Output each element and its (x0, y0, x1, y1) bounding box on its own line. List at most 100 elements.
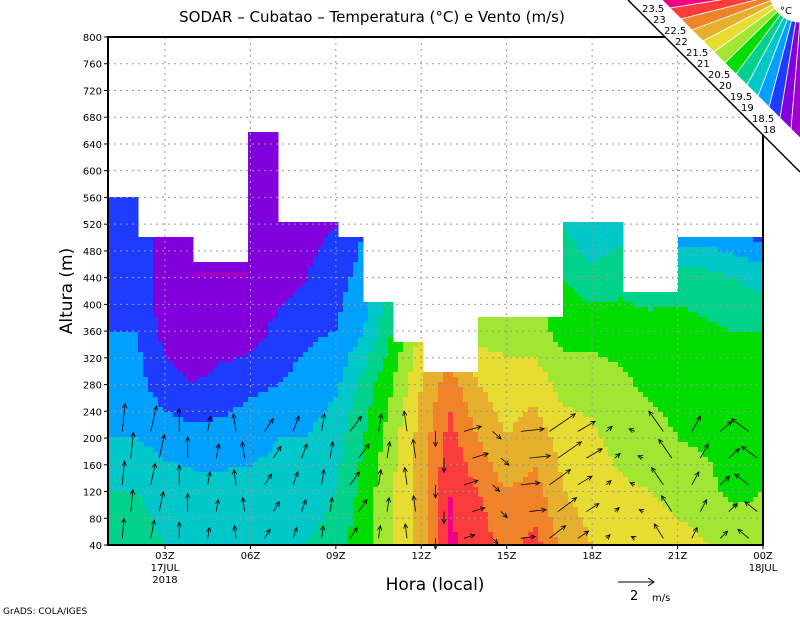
heatmap-cell (263, 417, 269, 423)
heatmap-cell (468, 407, 474, 413)
heatmap-cell (523, 512, 529, 518)
heatmap-cell (278, 437, 284, 443)
heatmap-cell (148, 467, 154, 473)
heatmap-cell (348, 372, 354, 378)
heatmap-cell (253, 252, 259, 258)
heatmap-cell (263, 232, 269, 238)
heatmap-cell (303, 457, 309, 463)
heatmap-cell (168, 277, 174, 283)
heatmap-cell (378, 487, 384, 493)
heatmap-cell (338, 422, 344, 428)
heatmap-cell (403, 342, 409, 348)
heatmap-cell (493, 437, 499, 443)
heatmap-cell (408, 382, 414, 388)
heatmap-cell (393, 432, 399, 438)
heatmap-cell (188, 492, 194, 498)
heatmap-cell (393, 447, 399, 453)
heatmap-cell (313, 262, 319, 268)
heatmap-cell (268, 432, 274, 438)
heatmap-cell (133, 467, 139, 473)
heatmap-cell (543, 332, 549, 338)
heatmap-cell (338, 287, 344, 293)
heatmap-cell (263, 152, 269, 158)
heatmap-cell (428, 432, 434, 438)
heatmap-cell (218, 532, 224, 538)
heatmap-cell (473, 437, 479, 443)
heatmap-cell (503, 542, 509, 545)
heatmap-cell (558, 347, 564, 353)
heatmap-cell (218, 297, 224, 303)
heatmap-cell (468, 542, 474, 545)
heatmap-cell (528, 517, 534, 523)
heatmap-cell (318, 297, 324, 303)
heatmap-cell (223, 542, 229, 545)
heatmap-cell (363, 517, 369, 523)
heatmap-cell (513, 387, 519, 393)
heatmap-cell (318, 242, 324, 248)
heatmap-cell (383, 342, 389, 348)
heatmap-cell (328, 297, 334, 303)
heatmap-cell (248, 337, 254, 343)
heatmap-cell (338, 402, 344, 408)
heatmap-cell (263, 407, 269, 413)
heatmap-cell (148, 247, 154, 253)
heatmap-cell (303, 362, 309, 368)
heatmap-cell (278, 382, 284, 388)
heatmap-cell (113, 507, 119, 513)
heatmap-cell (453, 472, 459, 478)
heatmap-cell (463, 417, 469, 423)
heatmap-cell (158, 287, 164, 293)
heatmap-cell (533, 347, 539, 353)
heatmap-cell (343, 442, 349, 448)
heatmap-cell (508, 347, 514, 353)
heatmap-cell (408, 377, 414, 383)
heatmap-cell (113, 372, 119, 378)
heatmap-cell (318, 352, 324, 358)
heatmap-cell (528, 482, 534, 488)
heatmap-cell (303, 462, 309, 468)
heatmap-cell (118, 312, 124, 318)
heatmap-cell (128, 297, 134, 303)
heatmap-cell (518, 457, 524, 463)
heatmap-cell (108, 247, 114, 253)
heatmap-cell (198, 447, 204, 453)
heatmap-cell (213, 357, 219, 363)
heatmap-cell (388, 477, 394, 483)
heatmap-cell (373, 442, 379, 448)
heatmap-cell (488, 437, 494, 443)
heatmap-cell (278, 542, 284, 545)
heatmap-cell (283, 477, 289, 483)
heatmap-cell (178, 517, 184, 523)
heatmap-cell (138, 357, 144, 363)
heatmap-cell (303, 332, 309, 338)
heatmap-cell (248, 327, 254, 333)
heatmap-cell (383, 452, 389, 458)
heatmap-cell (138, 312, 144, 318)
heatmap-cell (273, 287, 279, 293)
heatmap-cell (178, 317, 184, 323)
heatmap-cell (143, 532, 149, 538)
heatmap-cell (353, 372, 359, 378)
heatmap-cell (503, 482, 509, 488)
heatmap-cell (363, 482, 369, 488)
heatmap-cell (478, 322, 484, 328)
heatmap-cell (363, 402, 369, 408)
heatmap-cell (123, 472, 129, 478)
heatmap-cell (148, 257, 154, 263)
heatmap-cell (378, 322, 384, 328)
heatmap-cell (158, 362, 164, 368)
heatmap-cell (153, 452, 159, 458)
heatmap-cell (273, 482, 279, 488)
heatmap-cell (353, 332, 359, 338)
heatmap-cell (163, 327, 169, 333)
heatmap-cell (228, 292, 234, 298)
heatmap-cell (523, 342, 529, 348)
heatmap-cell (413, 372, 419, 378)
heatmap-cell (423, 417, 429, 423)
heatmap-cell (168, 342, 174, 348)
heatmap-cell (478, 497, 484, 503)
heatmap-cell (263, 197, 269, 203)
heatmap-cell (558, 357, 564, 363)
heatmap-cell (463, 457, 469, 463)
heatmap-cell (158, 322, 164, 328)
